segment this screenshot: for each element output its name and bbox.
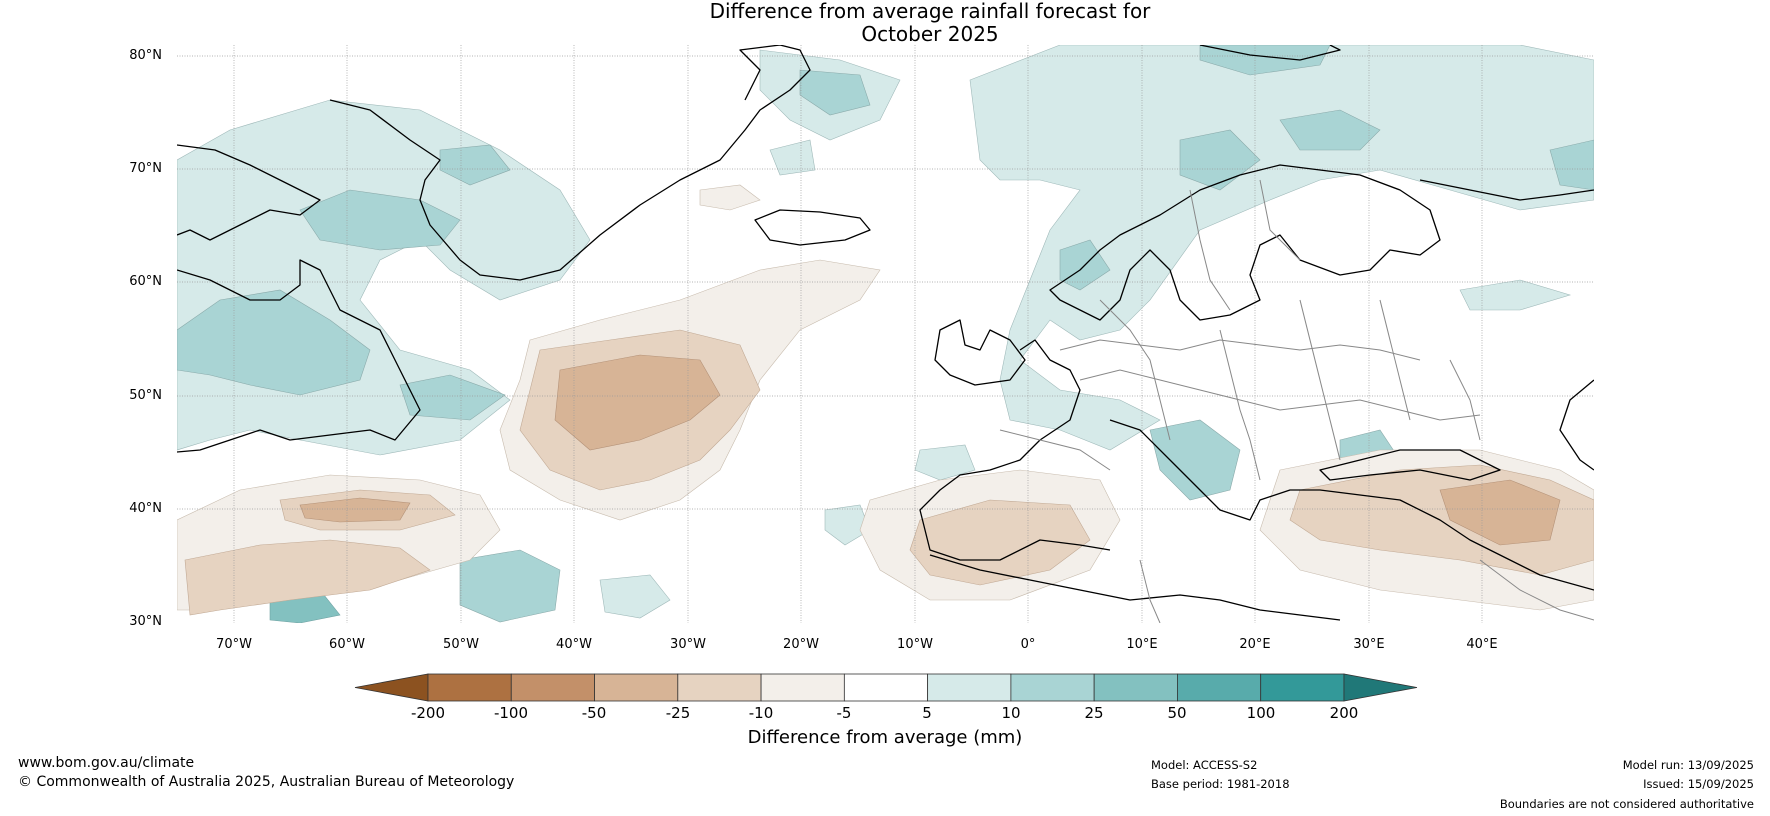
title-line-1: Difference from average rainfall forecas… (709, 0, 1151, 23)
colorbar-tick-label: -10 (748, 704, 774, 722)
copyright-text: © Commonwealth of Australia 2025, Austra… (18, 774, 515, 790)
lon-label-60w: 60°W (329, 637, 365, 652)
colorbar-tick-label: 5 (922, 704, 932, 722)
lat-label-70n: 70°N (129, 161, 162, 176)
lon-label-10w: 10°W (897, 637, 933, 652)
disclaimer-text: Boundaries are not considered authoritat… (1499, 797, 1754, 811)
colorbar-segments (354, 673, 1418, 702)
dry-anomaly-layer (177, 184, 1594, 616)
wet-anomaly-layer (177, 45, 1594, 623)
colorbar-segment (1093, 673, 1178, 702)
gridlines (177, 45, 1594, 623)
colorbar-tick-label: 25 (1084, 704, 1104, 722)
map-title: Difference from average rainfall forecas… (0, 0, 1770, 46)
colorbar-segment (510, 673, 595, 702)
lon-label-70w: 70°W (216, 637, 252, 652)
lon-label-10e: 10°E (1126, 637, 1158, 652)
lon-label-40e: 40°E (1466, 637, 1498, 652)
title-line-2: October 2025 (861, 22, 999, 46)
colorbar-segment (677, 673, 762, 702)
lat-label-30n: 30°N (129, 614, 162, 629)
colorbar-tick-label: -5 (836, 704, 852, 722)
colorbar-tick-label: -100 (493, 704, 529, 722)
lon-label-30w: 30°W (670, 637, 706, 652)
lat-label-60n: 60°N (129, 274, 162, 289)
lat-label-50n: 50°N (129, 388, 162, 403)
colorbar-tick-label: -200 (410, 704, 446, 722)
colorbar-tick-label: 100 (1246, 704, 1276, 722)
colorbar-tick-label: 10 (1001, 704, 1021, 722)
colorbar-segment (427, 673, 512, 702)
lon-label-20e: 20°E (1239, 637, 1271, 652)
colorbar-segment (760, 673, 845, 702)
colorbar-segment (1260, 673, 1345, 702)
model-run-text: Model run: 13/09/2025 (1622, 758, 1754, 772)
lon-label-40w: 40°W (556, 637, 592, 652)
website-text: www.bom.gov.au/climate (18, 755, 195, 771)
colorbar-title: Difference from average (mm) (747, 727, 1023, 748)
lat-label-40n: 40°N (129, 501, 162, 516)
colorbar-segment (1010, 673, 1095, 702)
model-text: Model: ACCESS-S2 (1151, 758, 1258, 772)
colorbar-tick-label: 200 (1329, 704, 1359, 722)
colorbar-segment (843, 673, 929, 702)
colorbar-tick-label: 50 (1167, 704, 1187, 722)
lon-label-50w: 50°W (443, 637, 479, 652)
colorbar-segment (594, 673, 679, 702)
colorbar-tick-label: -50 (581, 704, 607, 722)
issued-text: Issued: 15/09/2025 (1643, 777, 1754, 791)
colorbar-tick-label: -25 (665, 704, 691, 722)
base-period-text: Base period: 1981-2018 (1151, 777, 1290, 791)
lon-label-0: 0° (1020, 637, 1036, 652)
country-borders (999, 179, 1594, 623)
colorbar-segment (927, 673, 1012, 702)
colorbar-extend-low (354, 673, 429, 702)
lon-label-30e: 30°E (1353, 637, 1385, 652)
lon-label-20w: 20°W (783, 637, 819, 652)
map-plot-area (177, 45, 1594, 623)
coastlines (177, 45, 1594, 621)
colorbar-extend-high (1343, 673, 1418, 702)
lat-label-80n: 80°N (129, 48, 162, 63)
colorbar-segment (1177, 673, 1262, 702)
